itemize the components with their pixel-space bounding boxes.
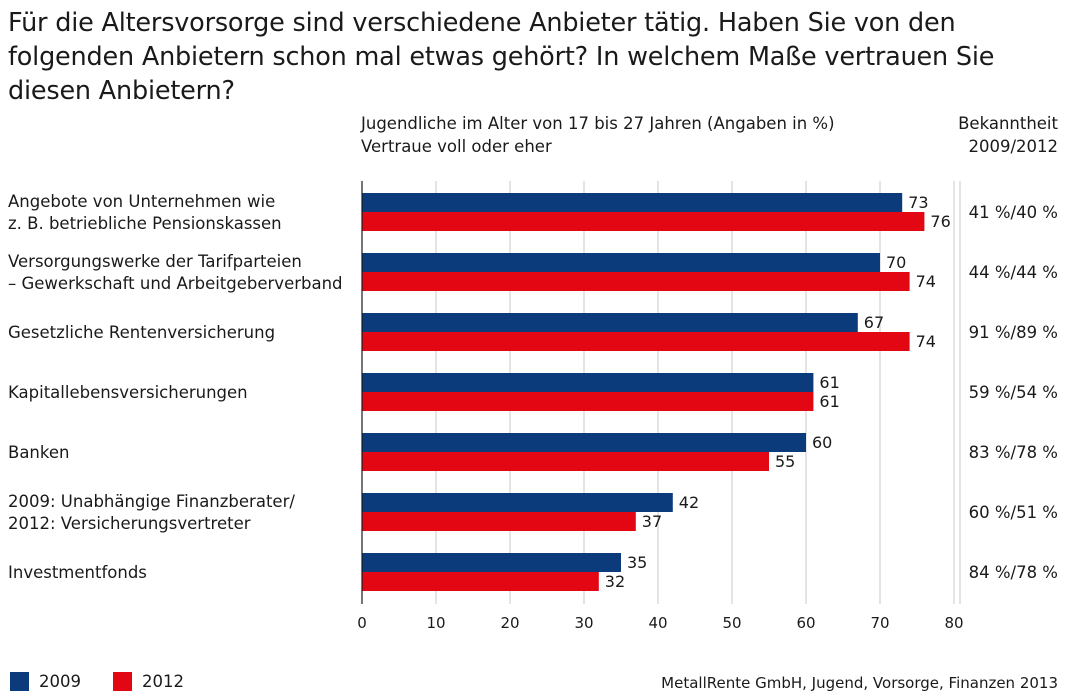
legend-label-2012: 2012 bbox=[142, 672, 184, 691]
category-label-5-line-1: Banken bbox=[8, 443, 69, 462]
bekanntheit-value-5: 83 %/78 % bbox=[969, 443, 1058, 462]
subtitle-line-1: Jugendliche im Alter von 17 bis 27 Jahre… bbox=[361, 114, 835, 133]
bar-2009-4 bbox=[362, 373, 814, 392]
data-label-2012-6: 37 bbox=[642, 512, 662, 531]
legend-swatch-2009 bbox=[10, 672, 29, 691]
bar-2009-1 bbox=[362, 193, 903, 212]
data-label-2012-2: 74 bbox=[916, 272, 936, 291]
bekanntheit-value-4: 59 %/54 % bbox=[969, 383, 1058, 402]
x-tick-label-30: 30 bbox=[574, 614, 593, 632]
category-label-6-line-2: 2012: Versicherungsvertreter bbox=[8, 514, 251, 533]
bar-2012-5 bbox=[362, 452, 769, 471]
data-label-2009-5: 60 bbox=[812, 433, 832, 452]
bekanntheit-header-line-1: Bekanntheit bbox=[958, 114, 1058, 133]
bar-2012-3 bbox=[362, 332, 910, 351]
category-label-2-line-2: – Gewerkschaft und Arbeitgeberverband bbox=[8, 274, 343, 293]
legend-swatch-2012 bbox=[113, 672, 132, 691]
x-tick-label-0: 0 bbox=[357, 614, 367, 632]
x-tick-label-40: 40 bbox=[648, 614, 667, 632]
x-tick-label-70: 70 bbox=[870, 614, 889, 632]
source-note: MetallRente GmbH, Jugend, Vorsorge, Fina… bbox=[661, 674, 1058, 692]
bar-2009-7 bbox=[362, 553, 621, 572]
legend: 2009 2012 bbox=[10, 672, 216, 691]
data-label-2012-4: 61 bbox=[819, 392, 839, 411]
bar-2012-1 bbox=[362, 212, 925, 231]
bekanntheit-value-2: 44 %/44 % bbox=[969, 263, 1058, 282]
bar-2009-6 bbox=[362, 493, 673, 512]
bekanntheit-value-6: 60 %/51 % bbox=[969, 503, 1058, 522]
category-label-7-line-1: Investmentfonds bbox=[8, 563, 147, 582]
category-label-3-line-1: Gesetzliche Rentenversicherung bbox=[8, 323, 275, 342]
data-label-2009-7: 35 bbox=[627, 553, 647, 572]
chart-title: Für die Altersvorsorge sind verschiedene… bbox=[8, 8, 995, 106]
x-tick-label-50: 50 bbox=[722, 614, 741, 632]
category-label-1-line-1: Angebote von Unternehmen wie bbox=[8, 192, 275, 211]
x-tick-label-60: 60 bbox=[796, 614, 815, 632]
bar-2012-2 bbox=[362, 272, 910, 291]
bekanntheit-header: Bekanntheit 2009/2012 bbox=[958, 112, 1058, 158]
data-label-2009-6: 42 bbox=[679, 493, 699, 512]
data-label-2012-1: 76 bbox=[930, 212, 950, 231]
category-label-2-line-1: Versorgungswerke der Tarifparteien bbox=[8, 252, 302, 271]
category-label-1-line-2: z. B. betriebliche Pensionskassen bbox=[8, 214, 282, 233]
category-label-4-line-1: Kapitallebensversicherungen bbox=[8, 383, 248, 402]
category-label-6-line-1: 2009: Unabhängige Finanzberater/ bbox=[8, 492, 295, 511]
bekanntheit-value-3: 91 %/89 % bbox=[969, 323, 1058, 342]
data-label-2009-3: 67 bbox=[864, 313, 884, 332]
bar-2009-3 bbox=[362, 313, 858, 332]
data-label-2012-7: 32 bbox=[605, 572, 625, 591]
data-label-2009-1: 73 bbox=[908, 193, 928, 212]
bar-2012-7 bbox=[362, 572, 599, 591]
subtitle-line-2: Vertraue voll oder eher bbox=[361, 137, 552, 156]
legend-label-2009: 2009 bbox=[39, 672, 81, 691]
data-label-2009-2: 70 bbox=[886, 253, 906, 272]
bar-2012-4 bbox=[362, 392, 814, 411]
chart-subtitle: Jugendliche im Alter von 17 bis 27 Jahre… bbox=[361, 112, 835, 158]
data-label-2009-4: 61 bbox=[819, 373, 839, 392]
bar-2009-5 bbox=[362, 433, 806, 452]
x-tick-label-20: 20 bbox=[500, 614, 519, 632]
bekanntheit-value-1: 41 %/40 % bbox=[969, 203, 1058, 222]
bar-2009-2 bbox=[362, 253, 880, 272]
bar-2012-6 bbox=[362, 512, 636, 531]
bekanntheit-value-7: 84 %/78 % bbox=[969, 563, 1058, 582]
bekanntheit-header-line-2: 2009/2012 bbox=[968, 137, 1058, 156]
data-label-2012-3: 74 bbox=[916, 332, 936, 351]
x-tick-label-80: 80 bbox=[944, 614, 963, 632]
data-label-2012-5: 55 bbox=[775, 452, 795, 471]
x-tick-label-10: 10 bbox=[426, 614, 445, 632]
